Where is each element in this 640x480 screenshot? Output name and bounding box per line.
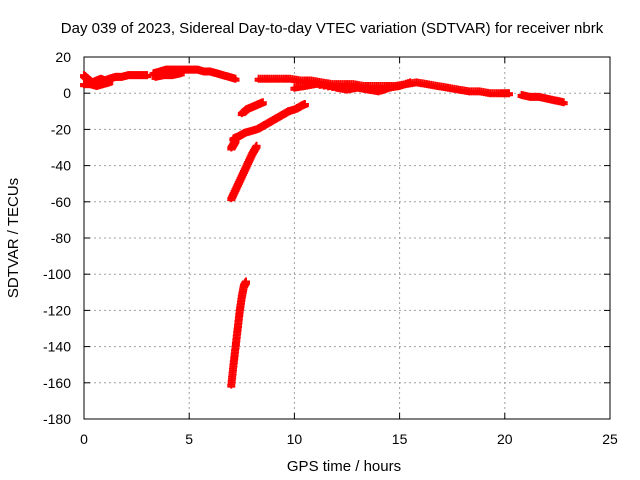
x-tick-label: 25 [602, 431, 618, 447]
y-tick-label: -20 [51, 121, 71, 137]
data-marks [80, 65, 568, 389]
y-tick-label: -60 [51, 194, 71, 210]
series-track-6 [290, 78, 415, 96]
series-track-5 [254, 74, 514, 98]
chart-title: Day 039 of 2023, Sidereal Day-to-day VTE… [61, 20, 604, 37]
grid [84, 57, 610, 419]
y-tick-label: -40 [51, 158, 71, 174]
x-tick-label: 15 [392, 431, 408, 447]
series-track-8 [237, 98, 267, 118]
x-tick-label: 0 [80, 431, 88, 447]
y-tick-label: -80 [51, 230, 71, 246]
y-axis: 20 0 -20 -40 -60 -80 -100 -120 -140 -160 -180 [43, 49, 610, 427]
y-tick-label: -120 [43, 302, 71, 318]
series-track-9 [229, 100, 309, 143]
y-tick-label: -180 [43, 411, 71, 427]
x-tick-label: 5 [185, 431, 193, 447]
x-axis-label: GPS time / hours [287, 458, 401, 475]
series-track-12 [227, 277, 251, 389]
series-track-4 [151, 69, 185, 81]
x-tick-label: 10 [287, 431, 303, 447]
x-tick-label: 20 [497, 431, 513, 447]
series-track-2 [80, 78, 114, 90]
y-tick-label: 20 [55, 49, 71, 65]
y-axis-label: SDTVAR / TECUs [5, 178, 22, 298]
series-track-10 [227, 136, 240, 152]
series-track-7 [517, 91, 568, 107]
y-tick-label: -160 [43, 375, 71, 391]
y-tick-label: -140 [43, 339, 71, 355]
series-track-11 [227, 141, 261, 203]
y-tick-label: 0 [63, 85, 71, 101]
x-axis: 0 5 10 15 20 25 [80, 57, 618, 447]
y-tick-label: -100 [43, 266, 71, 282]
plot-frame [83, 56, 611, 420]
